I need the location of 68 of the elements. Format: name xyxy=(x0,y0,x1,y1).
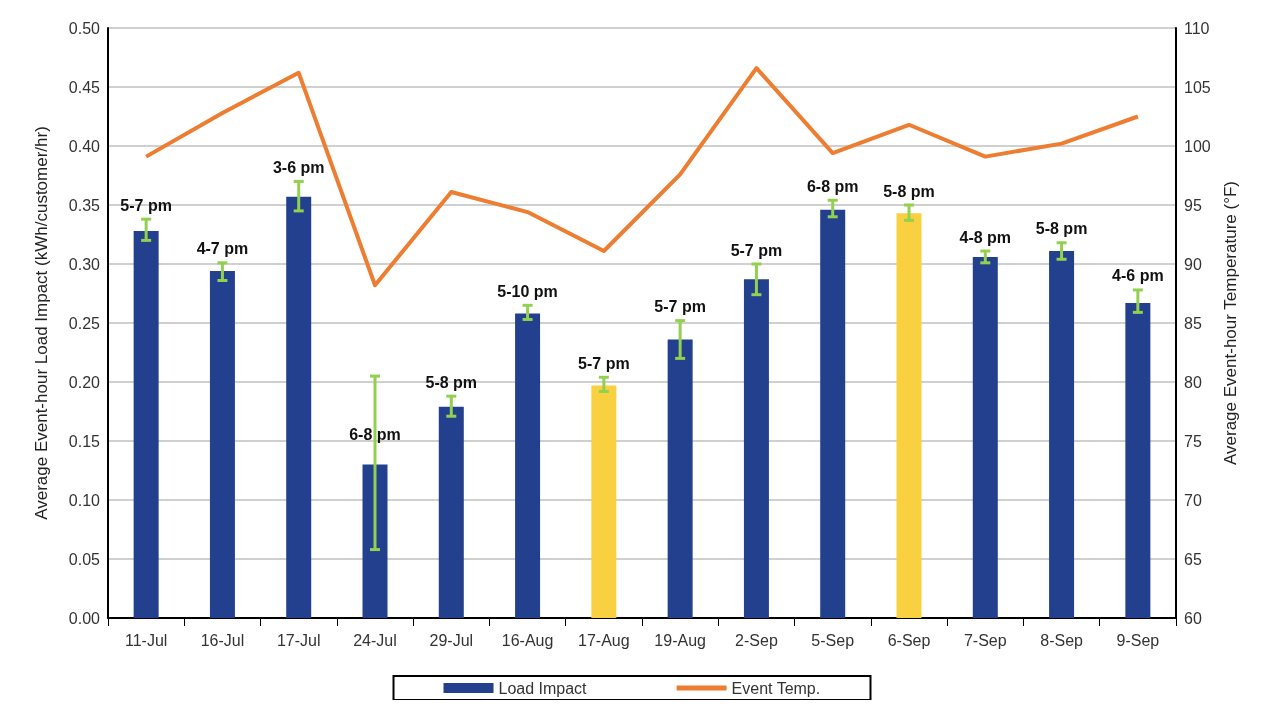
data-label: 4-7 pm xyxy=(196,240,249,258)
y2-tick-label: 60 xyxy=(1184,609,1202,627)
bar xyxy=(591,385,617,618)
bar xyxy=(438,406,464,618)
y2-tick-label: 80 xyxy=(1184,373,1202,391)
data-label: 5-7 pm xyxy=(654,298,706,316)
y2-tick-label: 100 xyxy=(1184,137,1211,155)
x-tick-label: 5-Sep xyxy=(811,631,855,649)
y-tick-label: 0.20 xyxy=(68,373,101,391)
x-tick-label: 7-Sep xyxy=(963,631,1007,649)
legend-label: Event Temp. xyxy=(731,679,821,697)
y-tick-label: 0.40 xyxy=(68,137,101,155)
y-tick-label: 0.50 xyxy=(68,19,101,37)
y2-tick-label: 95 xyxy=(1184,196,1202,214)
bar xyxy=(1125,302,1151,618)
data-label: 5-7 pm xyxy=(730,241,783,259)
x-tick-label: 16-Aug xyxy=(501,631,554,649)
bar xyxy=(362,464,388,618)
data-label: 5-7 pm xyxy=(578,354,630,372)
data-label: 5-10 pm xyxy=(497,282,558,300)
data-label: 4-6 pm xyxy=(1112,267,1164,285)
x-tick-label: 9-Sep xyxy=(1116,631,1160,649)
y-tick-label: 0.30 xyxy=(68,255,101,273)
y2-tick-label: 70 xyxy=(1184,491,1202,509)
bar xyxy=(743,279,769,618)
bar xyxy=(209,271,235,618)
data-label: 6-8 pm xyxy=(349,426,401,444)
y-tick-label: 0.10 xyxy=(68,491,101,509)
y-tick-label: 0.05 xyxy=(68,550,101,568)
bar xyxy=(515,313,541,618)
y-tick-label: 0.00 xyxy=(68,609,101,627)
bar xyxy=(896,213,922,618)
x-tick-label: 17-Aug xyxy=(578,631,630,649)
y2-axis-title: Average Event-hour Temperature (°F) xyxy=(1220,181,1240,465)
x-tick-label: 24-Jul xyxy=(353,631,397,649)
data-label: 3-6 pm xyxy=(272,158,325,176)
legend-label: Load Impact xyxy=(498,679,588,697)
y2-tick-label: 65 xyxy=(1184,550,1202,568)
y2-tick-label: 85 xyxy=(1184,314,1202,332)
data-label: 6-8 pm xyxy=(806,177,859,195)
y2-tick-label: 90 xyxy=(1184,255,1202,273)
bar xyxy=(972,256,998,618)
x-tick-label: 17-Jul xyxy=(276,631,321,649)
x-tick-label: 16-Jul xyxy=(200,631,245,649)
x-tick-label: 8-Sep xyxy=(1040,631,1084,649)
bar xyxy=(820,209,846,618)
y-tick-label: 0.35 xyxy=(68,196,101,214)
bar xyxy=(667,339,693,618)
data-label: 5-8 pm xyxy=(883,182,935,200)
data-label: 5-7 pm xyxy=(120,196,172,214)
y2-tick-label: 105 xyxy=(1184,78,1211,96)
x-tick-label: 19-Aug xyxy=(654,631,706,649)
x-tick-label: 2-Sep xyxy=(735,631,778,649)
y-axis-title: Average Event-hour Load Impact (kWh/customer/hr) xyxy=(32,126,51,520)
data-label: 5-8 pm xyxy=(1035,220,1088,238)
data-label: 4-8 pm xyxy=(959,228,1012,246)
data-label: 5-8 pm xyxy=(425,373,478,391)
x-tick-label: 6-Sep xyxy=(887,631,931,649)
y2-tick-label: 75 xyxy=(1184,432,1202,450)
y-tick-label: 0.25 xyxy=(68,314,101,332)
x-tick-label: 29-Jul xyxy=(429,631,474,649)
bar xyxy=(286,196,312,618)
y-tick-label: 0.15 xyxy=(68,432,101,450)
x-tick-label: 11-Jul xyxy=(124,631,168,649)
bar xyxy=(133,230,159,618)
y2-tick-label: 110 xyxy=(1184,19,1210,37)
bar xyxy=(1049,251,1075,618)
y-tick-label: 0.45 xyxy=(68,78,101,96)
